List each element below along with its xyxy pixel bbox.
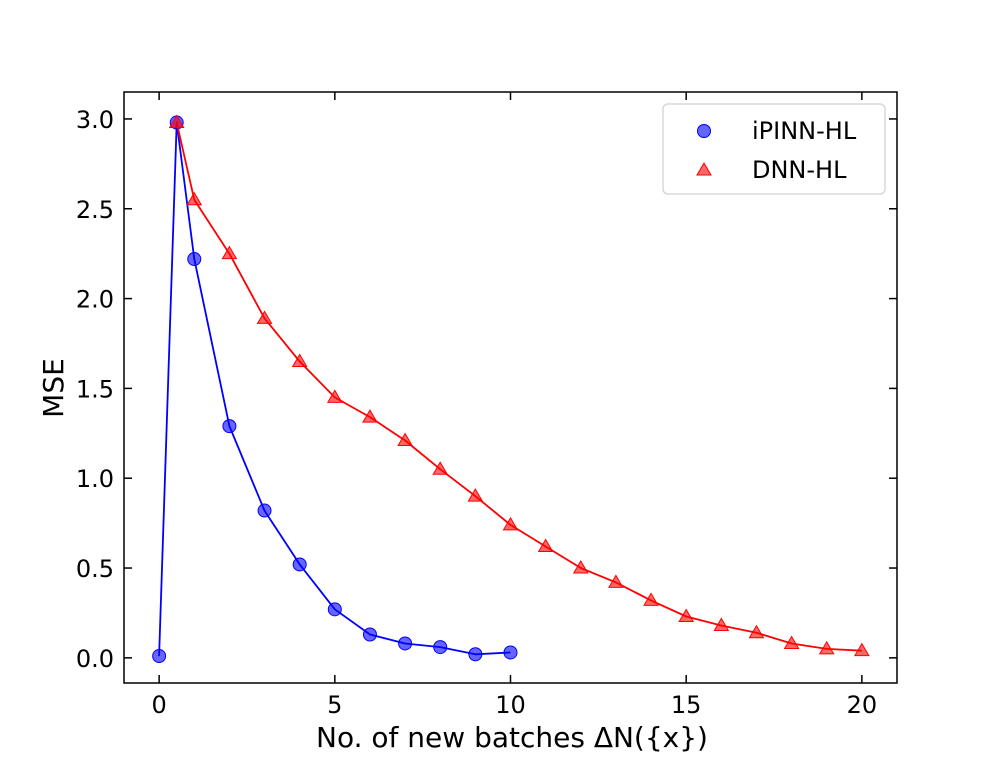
data-point-dnn [537,538,554,552]
data-point-ipinn [292,557,307,572]
legend-marker-dnn [696,162,712,176]
data-point-ipinn [327,602,342,617]
data-point-dnn [467,488,484,502]
y-tick-label: 1.0 [76,465,114,493]
data-point-dnn [186,191,203,206]
legend-label-ipinn: iPINN-HL [752,117,857,145]
y-tick-label: 0.0 [76,645,114,673]
data-point-ipinn [187,252,202,267]
y-tick-label: 2.5 [76,196,114,224]
x-tick-label: 10 [495,691,526,719]
data-point-ipinn [362,627,377,642]
data-point-ipinn [468,647,483,662]
data-point-dnn [818,640,835,655]
data-point-ipinn [257,503,272,518]
data-point-dnn [713,617,730,632]
x-tick-label: 15 [671,691,702,719]
data-point-dnn [168,114,185,129]
legend-marker-ipinn [697,124,711,138]
data-point-ipinn [398,636,413,651]
y-tick-label: 3.0 [76,106,114,134]
y-tick-label: 1.5 [76,375,114,403]
data-point-dnn [221,245,238,260]
data-point-dnn [853,642,870,657]
x-tick-label: 0 [151,691,166,719]
y-tick-label: 0.5 [76,555,114,583]
data-point-dnn [291,353,308,367]
data-point-dnn [326,389,343,403]
data-point-dnn [608,574,624,588]
y-axis-title: MSE [37,358,70,418]
data-point-ipinn [222,419,237,434]
data-point-dnn [783,635,800,649]
data-point-dnn [678,608,695,623]
data-point-dnn [397,432,413,446]
x-tick-label: 5 [327,691,342,719]
data-point-dnn [362,409,378,423]
data-point-dnn [748,624,765,639]
data-point-ipinn [503,645,518,660]
data-point-ipinn [433,640,448,655]
data-point-dnn [643,592,659,606]
data-point-dnn [432,461,449,475]
data-point-dnn [256,310,273,324]
data-point-ipinn [152,649,167,664]
legend-box [662,103,886,195]
x-tick-label: 20 [847,691,878,719]
legend-label-dnn: DNN-HL [752,156,847,184]
y-tick-label: 2.0 [76,286,114,314]
series-line-dnn [175,122,862,652]
series-line-ipinn [158,121,511,657]
x-axis-title: No. of new batches ΔN({x}) [316,721,708,754]
plot-frame [123,91,898,684]
data-point-dnn [572,560,589,574]
data-point-dnn [502,516,519,531]
legend: iPINN-HL DNN-HL [662,103,886,195]
